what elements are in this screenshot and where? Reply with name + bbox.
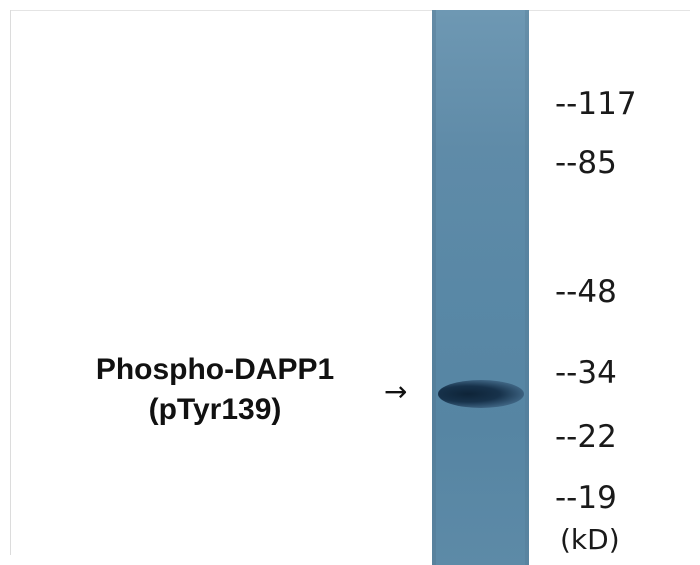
marker-22: --22 [555,419,617,455]
unit-label: (kD) [560,523,620,556]
frame-left-border [10,10,11,555]
marker-34: --34 [555,355,617,391]
protein-name: Phospho-DAPP1 [95,353,335,386]
arrow-icon: → [384,375,408,408]
lane-edge-right [525,10,529,565]
protein-band [438,380,524,408]
lane-edge-left [432,10,436,565]
marker-48: --48 [555,274,617,310]
phospho-site: (pTyr139) [148,393,282,426]
blot-lane [432,10,529,565]
protein-label: Phospho-DAPP1 (pTyr139) [60,350,370,430]
frame-top-border [10,10,690,11]
marker-85: --85 [555,145,617,181]
marker-19: --19 [555,480,617,516]
marker-117: --117 [555,86,637,122]
